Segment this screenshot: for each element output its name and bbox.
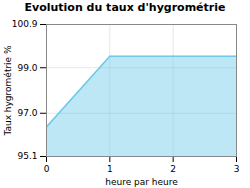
svg-text:97.0: 97.0 <box>17 108 37 118</box>
svg-text:heure par heure: heure par heure <box>105 177 178 187</box>
svg-text:99.0: 99.0 <box>17 63 37 73</box>
svg-text:3: 3 <box>234 164 240 174</box>
html-text:Evolution du taux d'hygrométri: Evolution du taux d'hygrométrie <box>24 1 226 14</box>
svg-text:2: 2 <box>170 164 176 174</box>
svg-text:0: 0 <box>44 164 50 174</box>
svg-text:Taux hygrométrie %: Taux hygrométrie % <box>3 45 13 137</box>
svg-text:100.9: 100.9 <box>12 19 38 29</box>
svg-text:1: 1 <box>107 164 113 174</box>
svg-text:95.1: 95.1 <box>17 151 37 161</box>
